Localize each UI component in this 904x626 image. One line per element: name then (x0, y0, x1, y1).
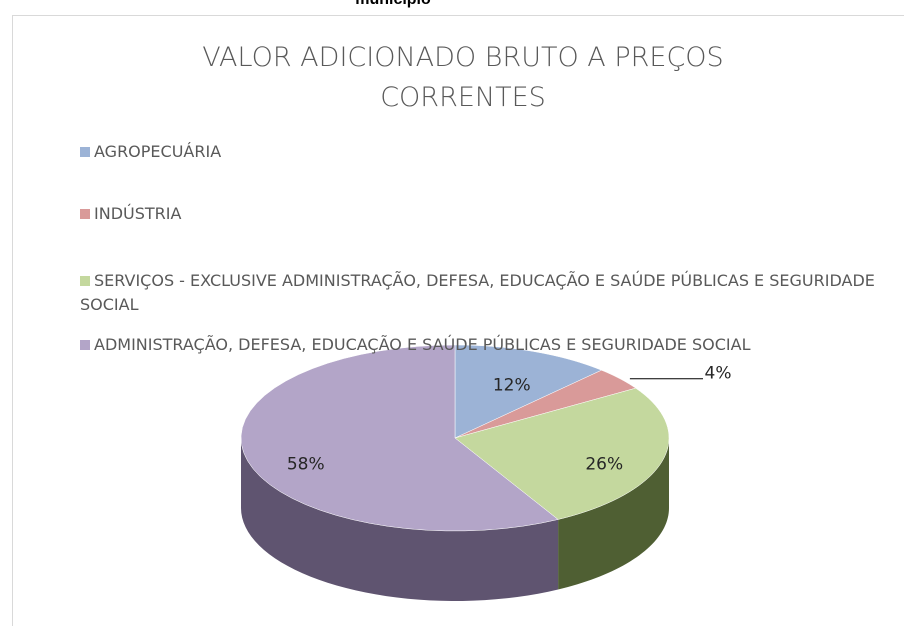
data-label: 26% (585, 455, 623, 475)
data-label: 4% (705, 364, 732, 384)
legend-swatch (80, 340, 90, 350)
pie-side (558, 438, 669, 590)
legend-label: SERVIÇOS - EXCLUSIVE ADMINISTRAÇÃO, DEFE… (80, 271, 875, 314)
legend-item: SERVIÇOS - EXCLUSIVE ADMINISTRAÇÃO, DEFE… (80, 269, 880, 317)
legend-label: ADMINISTRAÇÃO, DEFESA, EDUCAÇÃO E SAÚDE … (94, 335, 751, 354)
legend-label: AGROPECUÁRIA (94, 142, 222, 161)
data-label: 58% (287, 455, 325, 475)
data-label: 12% (493, 376, 531, 396)
legend-swatch (80, 209, 90, 219)
pie-slice (454, 369, 637, 439)
caption: município (0, 0, 786, 9)
pie-side (241, 438, 559, 601)
chart-frame (12, 15, 904, 626)
legend-item: AGROPECUÁRIA (80, 140, 880, 164)
pie-slice (240, 344, 559, 532)
legend-swatch (80, 276, 90, 286)
legend-swatch (80, 147, 90, 157)
legend-label: INDÚSTRIA (94, 204, 182, 223)
legend-item: ADMINISTRAÇÃO, DEFESA, EDUCAÇÃO E SAÚDE … (80, 333, 880, 357)
pie-slice (454, 387, 670, 520)
pie-slice (454, 344, 603, 439)
legend-item: INDÚSTRIA (80, 202, 880, 226)
chart-title: VALOR ADICIONADO BRUTO A PREÇOS CORRENTE… (202, 42, 724, 113)
